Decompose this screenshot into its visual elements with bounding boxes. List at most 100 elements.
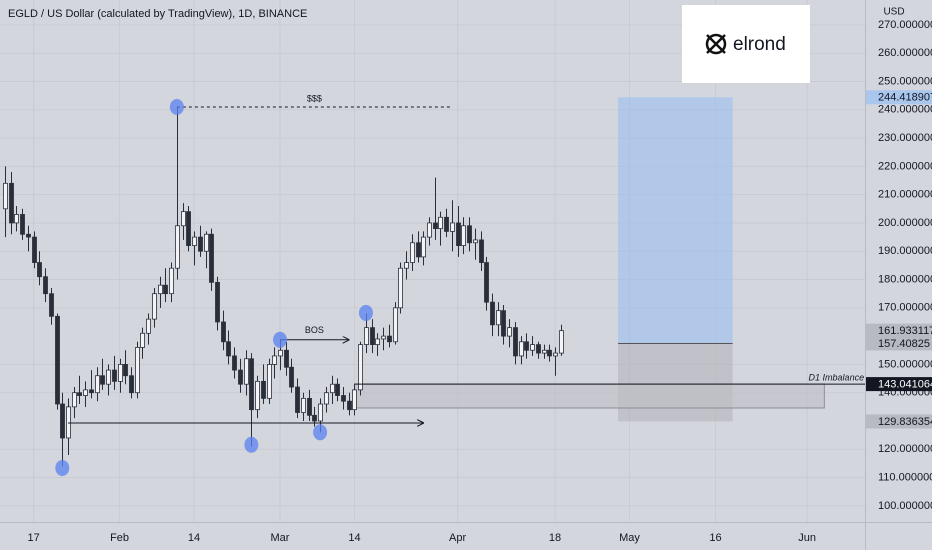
y-tick-label: 250.000000 [878,75,932,87]
candle-body [547,349,552,357]
candle-body [438,216,443,230]
y-tick-label: 220.000000 [878,160,932,172]
y-tick-label: 100.000000 [878,500,932,512]
candle-body [112,369,117,382]
candle-body [221,321,226,343]
candle-body [312,414,317,422]
price-tag [866,336,932,351]
swing-marker [313,424,328,441]
candle-body [77,392,82,396]
candle-body [26,233,31,238]
candle-body [393,307,398,343]
candle-body [146,318,151,334]
candle-body [83,389,88,396]
bos-label: BOS [305,325,324,335]
y-tick-label: 210.000000 [878,189,932,201]
candle-body [324,392,329,405]
candle-body [278,349,283,357]
y-tick-label: 190.000000 [878,245,932,257]
y-tick-label: 230.000000 [878,132,932,144]
target-box [618,97,733,344]
x-tick-label: 14 [348,532,360,544]
price-tag-label: 143.041064 [878,379,932,391]
candle-body [530,344,535,351]
x-tick-label: Mar [271,532,290,544]
price-tag [866,377,932,392]
candle-body [289,366,294,388]
boxes [353,97,825,422]
candle-body [524,341,529,351]
price-tag-label: 244.418907 [878,92,932,104]
price-tag-label: 157.40825 [878,338,930,350]
y-tick-label: 120.000000 [878,443,932,455]
candle-body [198,236,203,252]
candle-body [450,222,455,232]
y-tick-label: 170.000000 [878,302,932,314]
candle-body [536,344,541,354]
candle-body [181,211,186,227]
candle-body [496,310,501,326]
candle-body [129,375,134,394]
candle-body [163,284,168,295]
x-tick-label: Jun [798,532,816,544]
candle-body [226,341,231,357]
candle-body [209,233,214,283]
x-tick-label: 17 [28,532,40,544]
candle-body [295,386,300,413]
candle-body [14,214,19,224]
stop-box [618,343,733,422]
candle-body [123,364,128,377]
y-tick-label: 200.000000 [878,217,932,229]
candle-body [484,262,489,303]
x-tick-label: 16 [709,532,721,544]
candle-body [186,211,191,246]
candle-body [32,236,37,263]
price-tag-label: 129.836354 [878,416,932,428]
logo-cross [706,34,726,54]
y-tick-label: 270.000000 [878,19,932,31]
liquidity-label: $$$ [307,93,322,103]
candle-body [9,182,14,224]
chart-title: EGLD / US Dollar (calculated by TradingV… [8,8,307,20]
candle-body [244,358,249,385]
candle-body [272,355,277,365]
candle-body [416,242,421,258]
y-tick-label: 240.000000 [878,104,932,116]
candle-body [559,330,564,354]
swing-marker [273,331,288,348]
candle-body [398,267,403,309]
candle-body [473,239,478,244]
candle-body [307,397,312,416]
candle-body [267,364,272,399]
candle-body [421,236,426,258]
candle-body [60,403,65,439]
candles [3,106,564,467]
candle-body [118,364,123,382]
x-tick-label: Apr [449,532,466,544]
swing-marker [55,459,70,476]
swing-marker [244,436,259,453]
candle-body [490,301,495,326]
imbalance-box [353,383,825,409]
candle-body [204,233,209,252]
candle-body [49,293,54,317]
candle-body [249,358,254,411]
candle-body [106,369,111,385]
logo: elrond [682,5,810,83]
candle-body [152,293,157,320]
candle-body [467,225,472,244]
candle-body [284,349,289,368]
x-tick-label: 18 [549,532,561,544]
x-tick-label: 14 [188,532,200,544]
candle-body [135,347,140,394]
candle-body [37,262,42,278]
annotations: D1 Imbalance $$$ BOS [55,93,865,476]
candle-body [404,262,409,269]
candle-body [318,403,323,422]
axes: 100.000000110.000000120.000000140.000000… [28,19,932,544]
candle-body [501,310,506,337]
candle-body [444,216,449,232]
candle-body [341,395,346,402]
candle-body [255,380,260,411]
